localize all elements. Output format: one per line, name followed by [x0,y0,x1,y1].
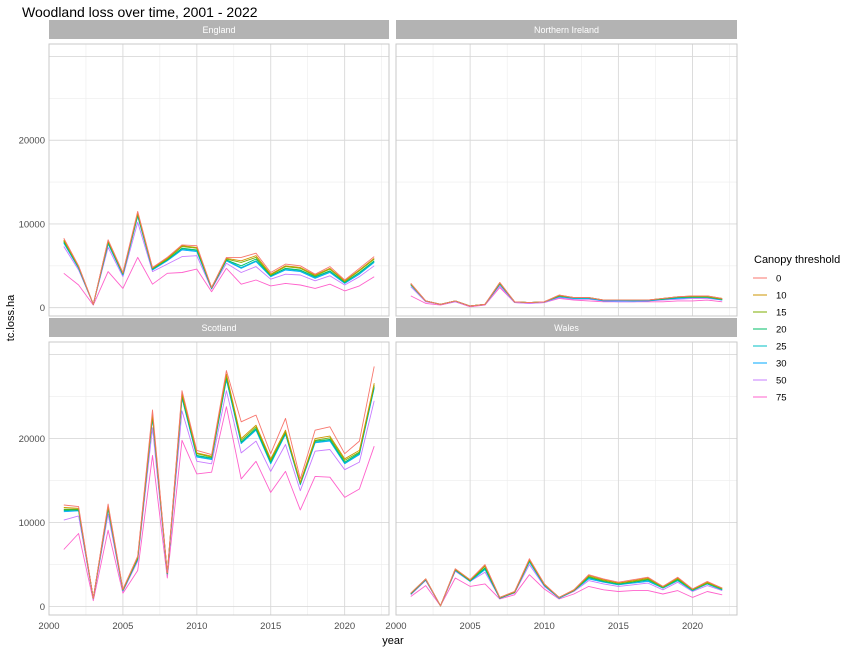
x-axis-ticks: 2000 2005 2010 2015 2020 2000 2005 2010 2015 2020 [38,621,703,632]
legend: Canopy threshold 0 10 15 20 25 30 50 75 [753,254,840,404]
panel-england: England [48,20,390,317]
series-line-threshold-75 [63,256,375,306]
panel-border [395,43,738,317]
panel-wales: Wales [395,318,738,616]
x-tick-label: 2010 [534,621,555,632]
x-tick-label: 2015 [608,621,629,632]
legend-label: 25 [776,342,787,353]
panel-border [48,43,390,317]
x-tick-label: 2005 [460,621,481,632]
legend-entry: 10 [753,291,787,302]
series-line-threshold-0 [410,282,723,307]
series-line-threshold-0 [63,366,375,599]
legend-label: 50 [776,376,787,387]
y-tick-label: 0 [40,303,45,314]
x-axis-title: year [382,635,404,647]
x-tick-label: 2005 [112,621,133,632]
facet-label: Northern Ireland [534,25,599,35]
legend-label: 15 [776,308,787,319]
legend-entry: 0 [753,274,781,285]
legend-entry: 30 [753,359,787,370]
legend-label: 75 [776,393,787,404]
facet-strip [396,20,737,39]
legend-label: 30 [776,359,787,370]
legend-label: 0 [776,274,781,285]
series-line-threshold-0 [410,558,723,607]
series-line-threshold-0 [63,210,375,305]
facet-strip [49,20,389,39]
x-tick-label: 2015 [260,621,281,632]
facet-panels: England Northern Ireland Scotland Wales [48,20,738,616]
x-tick-label: 2000 [38,621,59,632]
x-tick-label: 2020 [334,621,355,632]
facet-strip [49,318,389,337]
y-tick-label: 0 [40,602,45,613]
legend-title: Canopy threshold [754,254,840,266]
panel-background [396,342,737,615]
facet-strip [396,318,737,337]
legend-label: 20 [776,325,787,336]
chart-title: Woodland loss over time, 2001 - 2022 [22,4,258,20]
legend-entry: 15 [753,308,787,319]
x-tick-label: 2000 [385,621,406,632]
facet-label: Scotland [201,323,236,333]
legend-entry: 20 [753,325,787,336]
legend-entry: 25 [753,342,787,353]
series-line-threshold-75 [410,574,723,607]
y-tick-label: 10000 [19,219,45,230]
panel-scotland: Scotland [48,318,390,616]
facet-label: Wales [554,323,579,333]
x-tick-label: 2020 [682,621,703,632]
y-axis-title: tc.loss.ha [5,294,17,341]
x-tick-label: 2010 [186,621,207,632]
y-axis-ticks: 0 10000 20000 0 10000 20000 [19,136,45,613]
y-tick-label: 10000 [19,518,45,529]
panel-northern-ireland: Northern Ireland [395,20,738,317]
legend-entry: 75 [753,393,787,404]
series-line-threshold-50 [63,390,375,600]
series-line-threshold-50 [63,221,375,305]
panel-background [49,342,389,615]
panel-background [396,44,737,316]
panel-border [395,341,738,616]
panel-border [48,341,390,616]
facet-label: England [202,25,235,35]
legend-label: 10 [776,291,787,302]
legend-entry: 50 [753,376,787,387]
y-tick-label: 20000 [19,136,45,147]
y-tick-label: 20000 [19,434,45,445]
series-line-threshold-75 [63,406,375,602]
